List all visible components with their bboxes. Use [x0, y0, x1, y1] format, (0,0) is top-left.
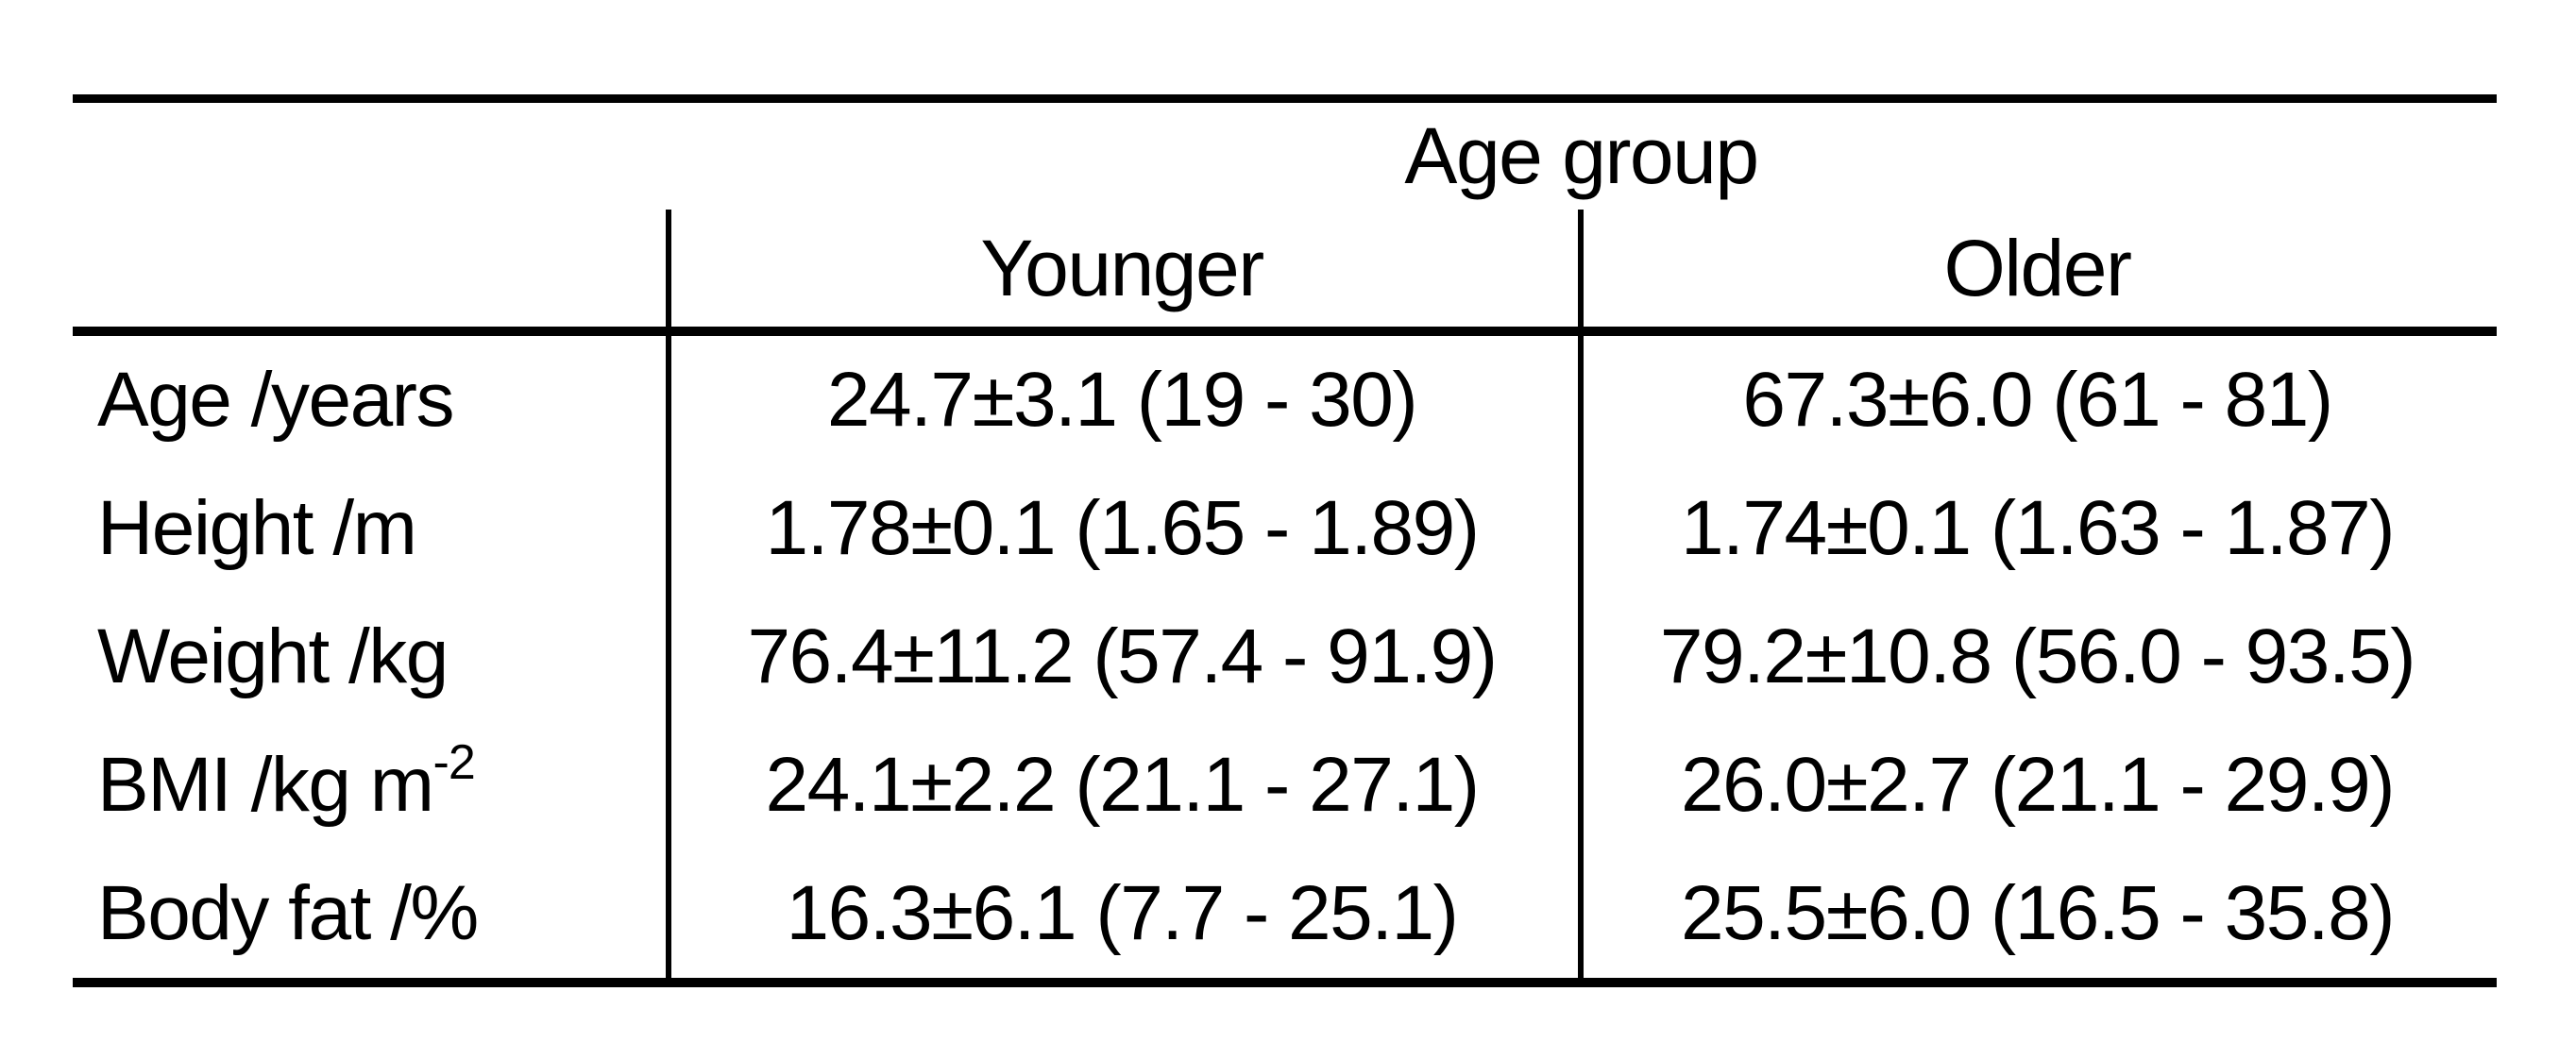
younger-value: 76.4±11.2 (57.4 - 91.9) — [747, 614, 1498, 699]
table-row-bmi: BMI /kg m-2 24.1±2.2 (21.1 - 27.1) 26.0±… — [73, 721, 2497, 849]
older-value: 79.2±10.8 (56.0 - 93.5) — [1659, 614, 2416, 699]
table-row-age: Age /years 24.7±3.1 (19 - 30) 67.3±6.0 (… — [73, 336, 2497, 464]
table-row-height: Height /m 1.78±0.1 (1.65 - 1.89) 1.74±0.… — [73, 464, 2497, 593]
table-row-body-fat: Body fat /% 16.3±6.1 (7.7 - 25.1) 25.5±6… — [73, 849, 2497, 978]
column-header-younger: Younger — [980, 223, 1264, 312]
row-label-text: BMI /kg m — [97, 742, 434, 828]
table-header-rule — [73, 327, 2497, 336]
row-label: Body fat /% — [73, 849, 666, 978]
row-label: Height /m — [73, 464, 666, 593]
table-bottom-rule — [73, 978, 2497, 987]
row-label-superscript: -2 — [432, 735, 476, 790]
row-label: Age /years — [73, 336, 666, 464]
row-label-text: Age /years — [97, 357, 454, 443]
row-label-text: Height /m — [97, 485, 417, 571]
younger-value: 24.1±2.2 (21.1 - 27.1) — [765, 742, 1480, 828]
row-label-text: Weight /kg — [97, 614, 449, 699]
row-label: BMI /kg m-2 — [73, 721, 666, 849]
older-value: 1.74±0.1 (1.63 - 1.87) — [1680, 485, 2396, 571]
older-value: 25.5±6.0 (16.5 - 35.8) — [1680, 870, 2396, 956]
age-group-span-header: Age group — [1404, 111, 1759, 200]
table-top-rule — [73, 94, 2497, 103]
older-value: 26.0±2.7 (21.1 - 29.9) — [1680, 742, 2396, 828]
table-row-weight: Weight /kg 76.4±11.2 (57.4 - 91.9) 79.2±… — [73, 593, 2497, 721]
younger-value: 24.7±3.1 (19 - 30) — [826, 357, 1418, 443]
label-column-divider — [666, 210, 671, 983]
younger-value: 1.78±0.1 (1.65 - 1.89) — [765, 485, 1480, 571]
column-header-older: Older — [1943, 223, 2132, 312]
row-label-text: Body fat /% — [97, 870, 479, 956]
row-label: Weight /kg — [73, 593, 666, 721]
younger-value: 16.3±6.1 (7.7 - 25.1) — [786, 870, 1459, 956]
older-value: 67.3±6.0 (61 - 81) — [1742, 357, 2333, 443]
younger-older-divider — [1578, 210, 1584, 983]
